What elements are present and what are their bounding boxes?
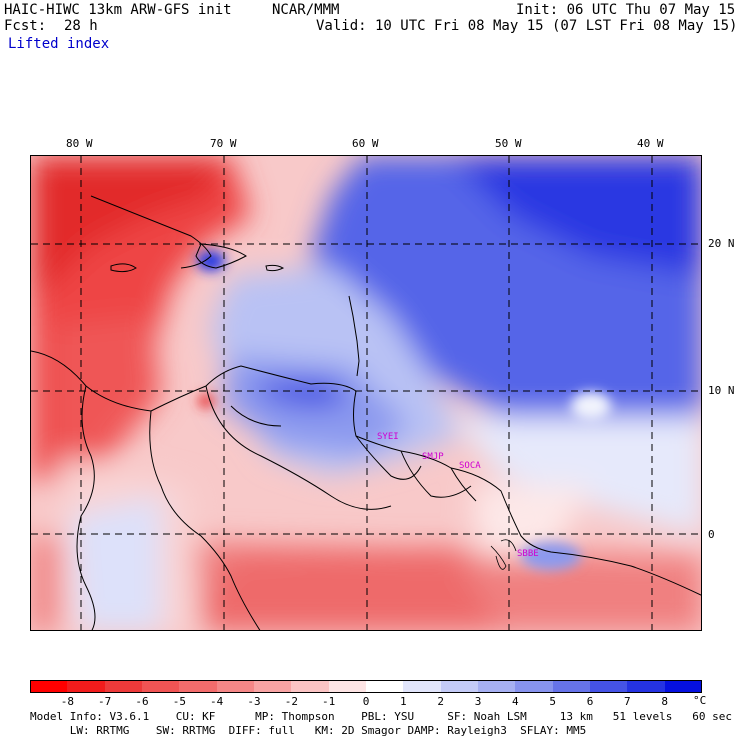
colorbar-label: 8 <box>661 695 668 708</box>
field-title: Lifted index <box>8 36 110 52</box>
site-label-soca: SOCA <box>459 461 481 471</box>
colorbar-segment <box>627 680 666 693</box>
map-canvas <box>31 156 701 630</box>
colorbar-segment <box>67 680 106 693</box>
colorbar-label: 5 <box>549 695 556 708</box>
colorbar-label: -3 <box>247 695 261 708</box>
lat-label-0: 0 <box>708 528 715 541</box>
colorbar-unit: °C <box>693 694 707 707</box>
colorbar-segment <box>440 680 479 693</box>
model-title: HAIC-HIWC 13km ARW-GFS init <box>4 2 232 18</box>
valid-time: Valid: 10 UTC Fri 08 May 15 (07 LST Fri … <box>316 18 738 34</box>
site-label-smjp: SMJP <box>422 452 444 462</box>
colorbar-segment <box>590 680 628 693</box>
colorbar-label: 1 <box>400 695 407 708</box>
field-detail <box>197 251 611 570</box>
init-time: Init: 06 UTC Thu 07 May 15 <box>516 2 736 18</box>
colorbar-segment <box>104 680 143 693</box>
colorbar-segment <box>478 680 516 693</box>
colorbar-label: 7 <box>624 695 631 708</box>
lon-label-40w: 40 W <box>637 137 664 150</box>
colorbar-segment <box>179 680 218 693</box>
colorbar-segment <box>515 680 554 693</box>
colorbar-label: -6 <box>135 695 149 708</box>
colorbar-segment <box>254 680 292 693</box>
colorbar-label: -4 <box>210 695 224 708</box>
colorbar-outline <box>30 680 702 693</box>
lat-lon-grid <box>31 156 701 630</box>
field-shading <box>31 156 701 630</box>
site-label-syei: SYEI <box>377 432 399 442</box>
colorbar-segment <box>366 680 404 693</box>
colorbar-label: 6 <box>586 695 594 708</box>
colorbar-label: -8 <box>60 695 74 708</box>
colorbar-label: 0 <box>362 695 370 708</box>
forecast-label: Fcst: <box>4 18 47 34</box>
colorbar-label: -2 <box>284 695 298 708</box>
lat-label-20n: 20 N <box>708 237 735 250</box>
org-label: NCAR/MMM <box>272 2 340 18</box>
colorbar-segment <box>142 680 180 693</box>
colorbar-segment <box>291 680 330 693</box>
lon-label-50w: 50 W <box>495 137 522 150</box>
colorbar-segment <box>216 680 255 693</box>
colorbar-label: 4 <box>512 695 519 708</box>
colorbar-segment <box>664 680 703 693</box>
model-info-line1: Model Info: V3.6.1 CU: KF MP: Thompson P… <box>30 710 732 723</box>
forecast-hour: 28 h <box>64 18 98 34</box>
colorbar-segment <box>30 680 68 693</box>
colorbar-label: -1 <box>322 695 336 708</box>
colorbar-label: -5 <box>172 695 186 708</box>
rivers <box>490 539 517 570</box>
colorbar-segment <box>552 680 591 693</box>
colorbar-label: 3 <box>474 695 482 708</box>
lifted-index-map <box>30 155 702 631</box>
model-info-line2: LW: RRTMG SW: RRTMG DIFF: full KM: 2D Sm… <box>30 724 587 737</box>
coastlines <box>31 195 701 630</box>
colorbar-label: 2 <box>437 695 444 708</box>
colorbar-segment <box>403 680 442 693</box>
site-label-sbbe: SBBE <box>517 549 539 559</box>
lon-label-70w: 70 W <box>210 137 237 150</box>
lon-label-80w: 80 W <box>66 137 93 150</box>
lon-label-60w: 60 W <box>352 137 379 150</box>
colorbar-label: -7 <box>98 695 112 708</box>
colorbar-segment <box>328 680 367 693</box>
lat-label-10n: 10 N <box>708 384 735 397</box>
